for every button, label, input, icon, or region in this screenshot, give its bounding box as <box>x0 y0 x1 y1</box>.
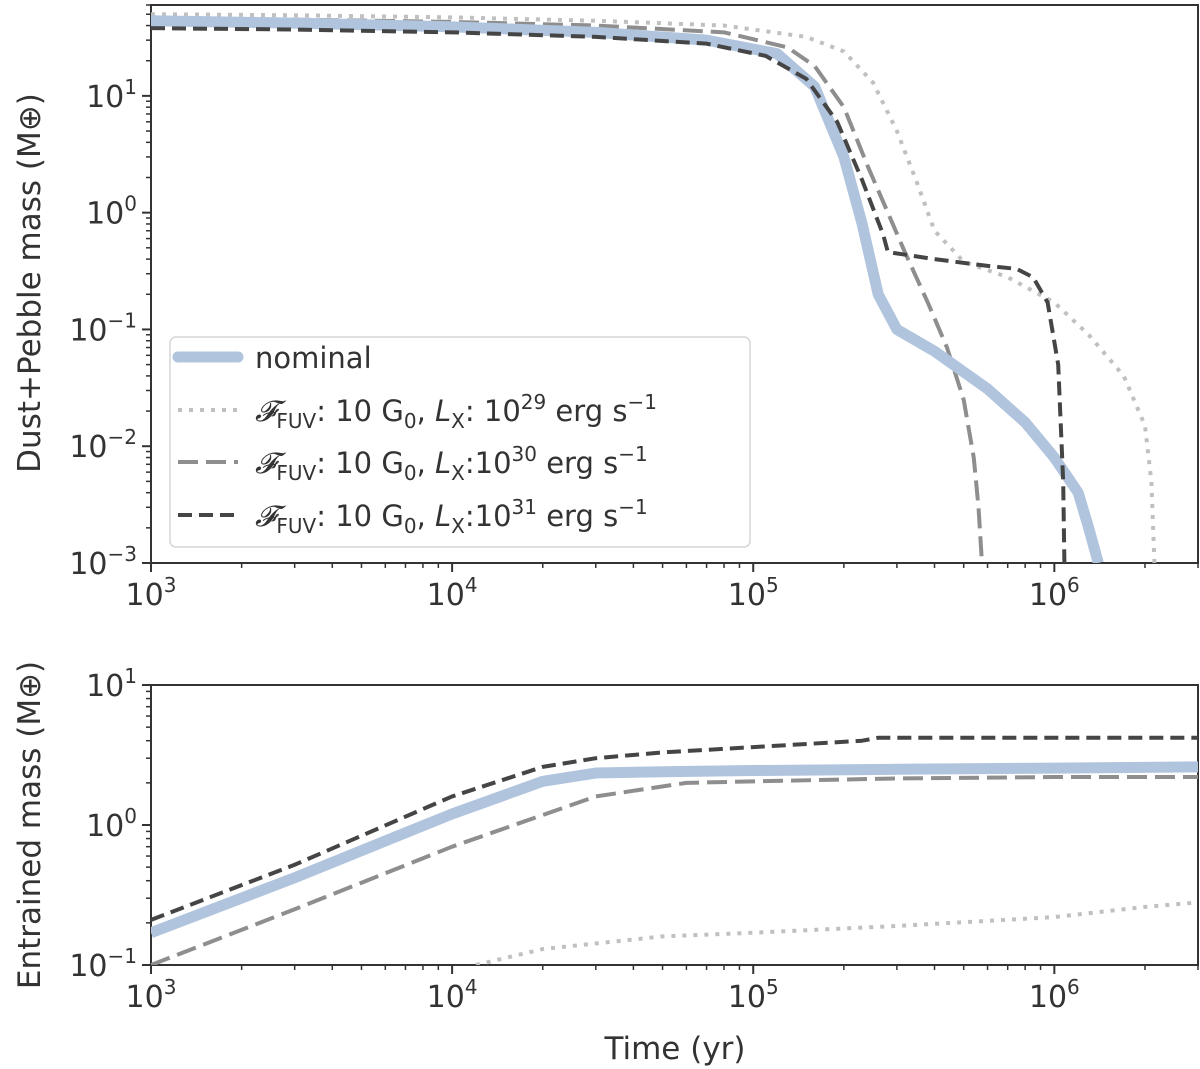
bottom-tick-layer: 103 104 105 106 10−1 100 101 <box>69 664 1199 1015</box>
top-x-tick-label: 105 <box>728 573 779 613</box>
legend-label-lx30: 𝓕FUV: 10 G0, LX:1030 erg s−1 <box>255 442 648 485</box>
bottom-plot-frame <box>150 684 1199 966</box>
top-series-lx29 <box>151 12 1157 563</box>
legend-label-lx31: 𝓕FUV: 10 G0, LX:1031 erg s−1 <box>255 495 648 538</box>
bottom-x-tick-label: 106 <box>1029 975 1080 1015</box>
legend: nominal 𝓕FUV: 10 G0, LX: 1029 erg s−1 𝓕F… <box>169 336 751 548</box>
top-x-tick-label: 106 <box>1029 573 1080 613</box>
top-plot-frame <box>150 4 1199 564</box>
top-y-tick-label: 101 <box>86 75 137 115</box>
top-y-tick-label: 10−3 <box>69 542 137 582</box>
x-axis-title: Time (yr) <box>604 1031 746 1067</box>
bottom-x-tick-label: 103 <box>126 975 177 1015</box>
bottom-y-tick-label: 10−1 <box>69 944 137 984</box>
bottom-y-axis-title: Entrained mass (M⊕) <box>12 661 48 989</box>
top-y-tick-label: 10−2 <box>69 425 137 465</box>
legend-label-nominal: nominal <box>255 341 372 375</box>
top-x-tick-label: 103 <box>126 573 177 613</box>
bottom-y-tick-label: 100 <box>86 804 137 844</box>
legend-frame <box>169 336 751 548</box>
legend-label-lx29: 𝓕FUV: 10 G0, LX: 1029 erg s−1 <box>255 390 657 433</box>
top-y-tick-label: 10−1 <box>69 308 137 348</box>
bottom-series-lx30 <box>151 775 1198 965</box>
top-panel-dust-pebble-mass: 103 104 105 106 10−3 10−2 10−1 100 101 Dust+Pebb… <box>12 4 1199 613</box>
bottom-panel-entrained-mass: 103 104 105 106 10−1 100 101 Entrained mass (M… <box>12 661 1199 1067</box>
top-x-tick-label: 104 <box>427 573 478 613</box>
top-series-layer <box>151 12 1157 563</box>
top-series-lx30 <box>151 16 984 563</box>
bottom-y-tick-label: 101 <box>86 664 137 704</box>
top-series-nominal <box>151 15 1104 563</box>
bottom-series-lx29 <box>475 900 1198 965</box>
bottom-series-nominal <box>151 761 1198 938</box>
top-series-lx31 <box>151 26 1067 563</box>
bottom-x-tick-label: 105 <box>728 975 779 1015</box>
top-y-tick-label: 100 <box>86 192 137 232</box>
bottom-series-layer <box>151 735 1198 965</box>
top-y-axis-title: Dust+Pebble mass (M⊕) <box>12 93 48 473</box>
bottom-x-tick-label: 104 <box>427 975 478 1015</box>
top-tick-layer: 103 104 105 106 10−3 10−2 10−1 100 101 <box>69 4 1199 613</box>
